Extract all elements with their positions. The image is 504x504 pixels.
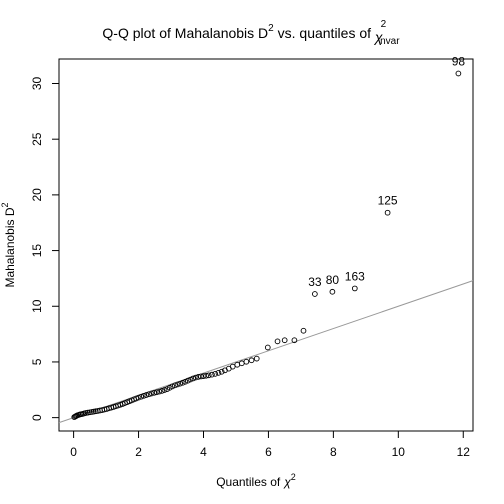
data-point: [192, 374, 199, 381]
data-point: [153, 389, 160, 396]
data-point: [300, 327, 307, 334]
data-point: [384, 209, 391, 216]
title-mid: vs. quantiles of: [274, 25, 375, 41]
point-labels: 33 80 163 125 98: [308, 54, 465, 289]
y-tick-label: 20: [30, 188, 44, 202]
data-point: [281, 337, 288, 344]
x-tick-label: 0: [70, 445, 77, 459]
x-tick-label: 2: [135, 445, 142, 459]
data-point: [156, 388, 163, 395]
data-point: [329, 288, 336, 295]
data-point: [187, 376, 194, 383]
x-label-sup: 2: [291, 472, 296, 482]
data-point: [143, 392, 150, 398]
point-label: 98: [452, 54, 466, 68]
x-axis-label: Quantiles of χ2: [216, 472, 296, 489]
data-point: [140, 392, 147, 399]
y-tick-label: 25: [30, 132, 44, 146]
title-chi-sup: 2: [381, 19, 387, 30]
title-sup: 2: [268, 23, 274, 34]
data-point: [172, 382, 178, 389]
chart-title: Q-Q plot of Mahalanobis D2 vs. quantiles…: [102, 19, 400, 47]
data-point: [248, 357, 255, 364]
data-point: [209, 371, 215, 378]
data-point: [151, 389, 157, 396]
data-point: [179, 379, 186, 386]
data-point: [264, 344, 271, 351]
point-label: 80: [326, 273, 340, 287]
data-point: [169, 383, 176, 390]
data-point: [455, 70, 462, 77]
y-label-sup: 2: [0, 202, 10, 207]
title-main: Q-Q plot of Mahalanobis D: [102, 25, 268, 41]
data-point: [312, 291, 318, 297]
x-tick-label: 10: [392, 445, 406, 459]
y-axis-label: Mahalanobis D2: [0, 202, 17, 287]
x-label-chi: χ: [283, 475, 291, 489]
data-point: [200, 373, 207, 379]
data-point: [229, 363, 236, 370]
x-tick-label: 6: [265, 445, 272, 459]
reference-line: [58, 280, 474, 424]
x-tick-label: 4: [200, 445, 207, 459]
y-tick-label: 30: [30, 77, 44, 91]
y-axis: 0 5 10 15 20 25 30: [30, 77, 60, 421]
x-tick-label: 8: [330, 445, 337, 459]
data-point: [159, 388, 165, 394]
data-point: [253, 355, 260, 362]
y-tick-label: 10: [30, 299, 44, 313]
data-point: [212, 371, 219, 377]
title-chi: χ: [373, 29, 383, 45]
data-point: [205, 372, 212, 379]
data-point: [177, 380, 183, 387]
data-point: [203, 372, 209, 379]
data-point: [215, 370, 222, 376]
data-point: [351, 285, 358, 292]
data-point: [138, 393, 145, 400]
data-points: [71, 70, 462, 420]
point-label: 163: [345, 269, 365, 283]
point-label: 33: [308, 275, 322, 289]
point-label: 125: [378, 194, 398, 208]
data-point: [243, 358, 250, 365]
data-point: [291, 337, 298, 344]
data-point: [182, 378, 189, 385]
y-tick-label: 5: [30, 358, 44, 365]
data-point: [174, 381, 181, 388]
data-point: [161, 387, 168, 393]
y-label-text: Mahalanobis D: [3, 207, 17, 287]
data-point: [234, 361, 241, 368]
plot-frame: [58, 58, 474, 432]
data-point: [190, 375, 196, 382]
data-point: [218, 368, 225, 375]
y-tick-label: 0: [30, 414, 44, 421]
data-point: [135, 394, 142, 401]
data-point: [146, 391, 152, 398]
data-point: [198, 373, 204, 380]
y-tick-label: 15: [30, 244, 44, 258]
x-label-text: Quantiles of: [216, 475, 281, 489]
data-point: [195, 374, 202, 380]
data-point: [185, 377, 191, 384]
x-axis: 0 2 4 6 8 10 12: [70, 430, 471, 459]
data-point: [238, 360, 245, 367]
data-point: [274, 338, 281, 345]
x-tick-label: 12: [457, 445, 471, 459]
data-point: [148, 390, 155, 397]
title-chi-sub: nvar: [380, 36, 400, 47]
